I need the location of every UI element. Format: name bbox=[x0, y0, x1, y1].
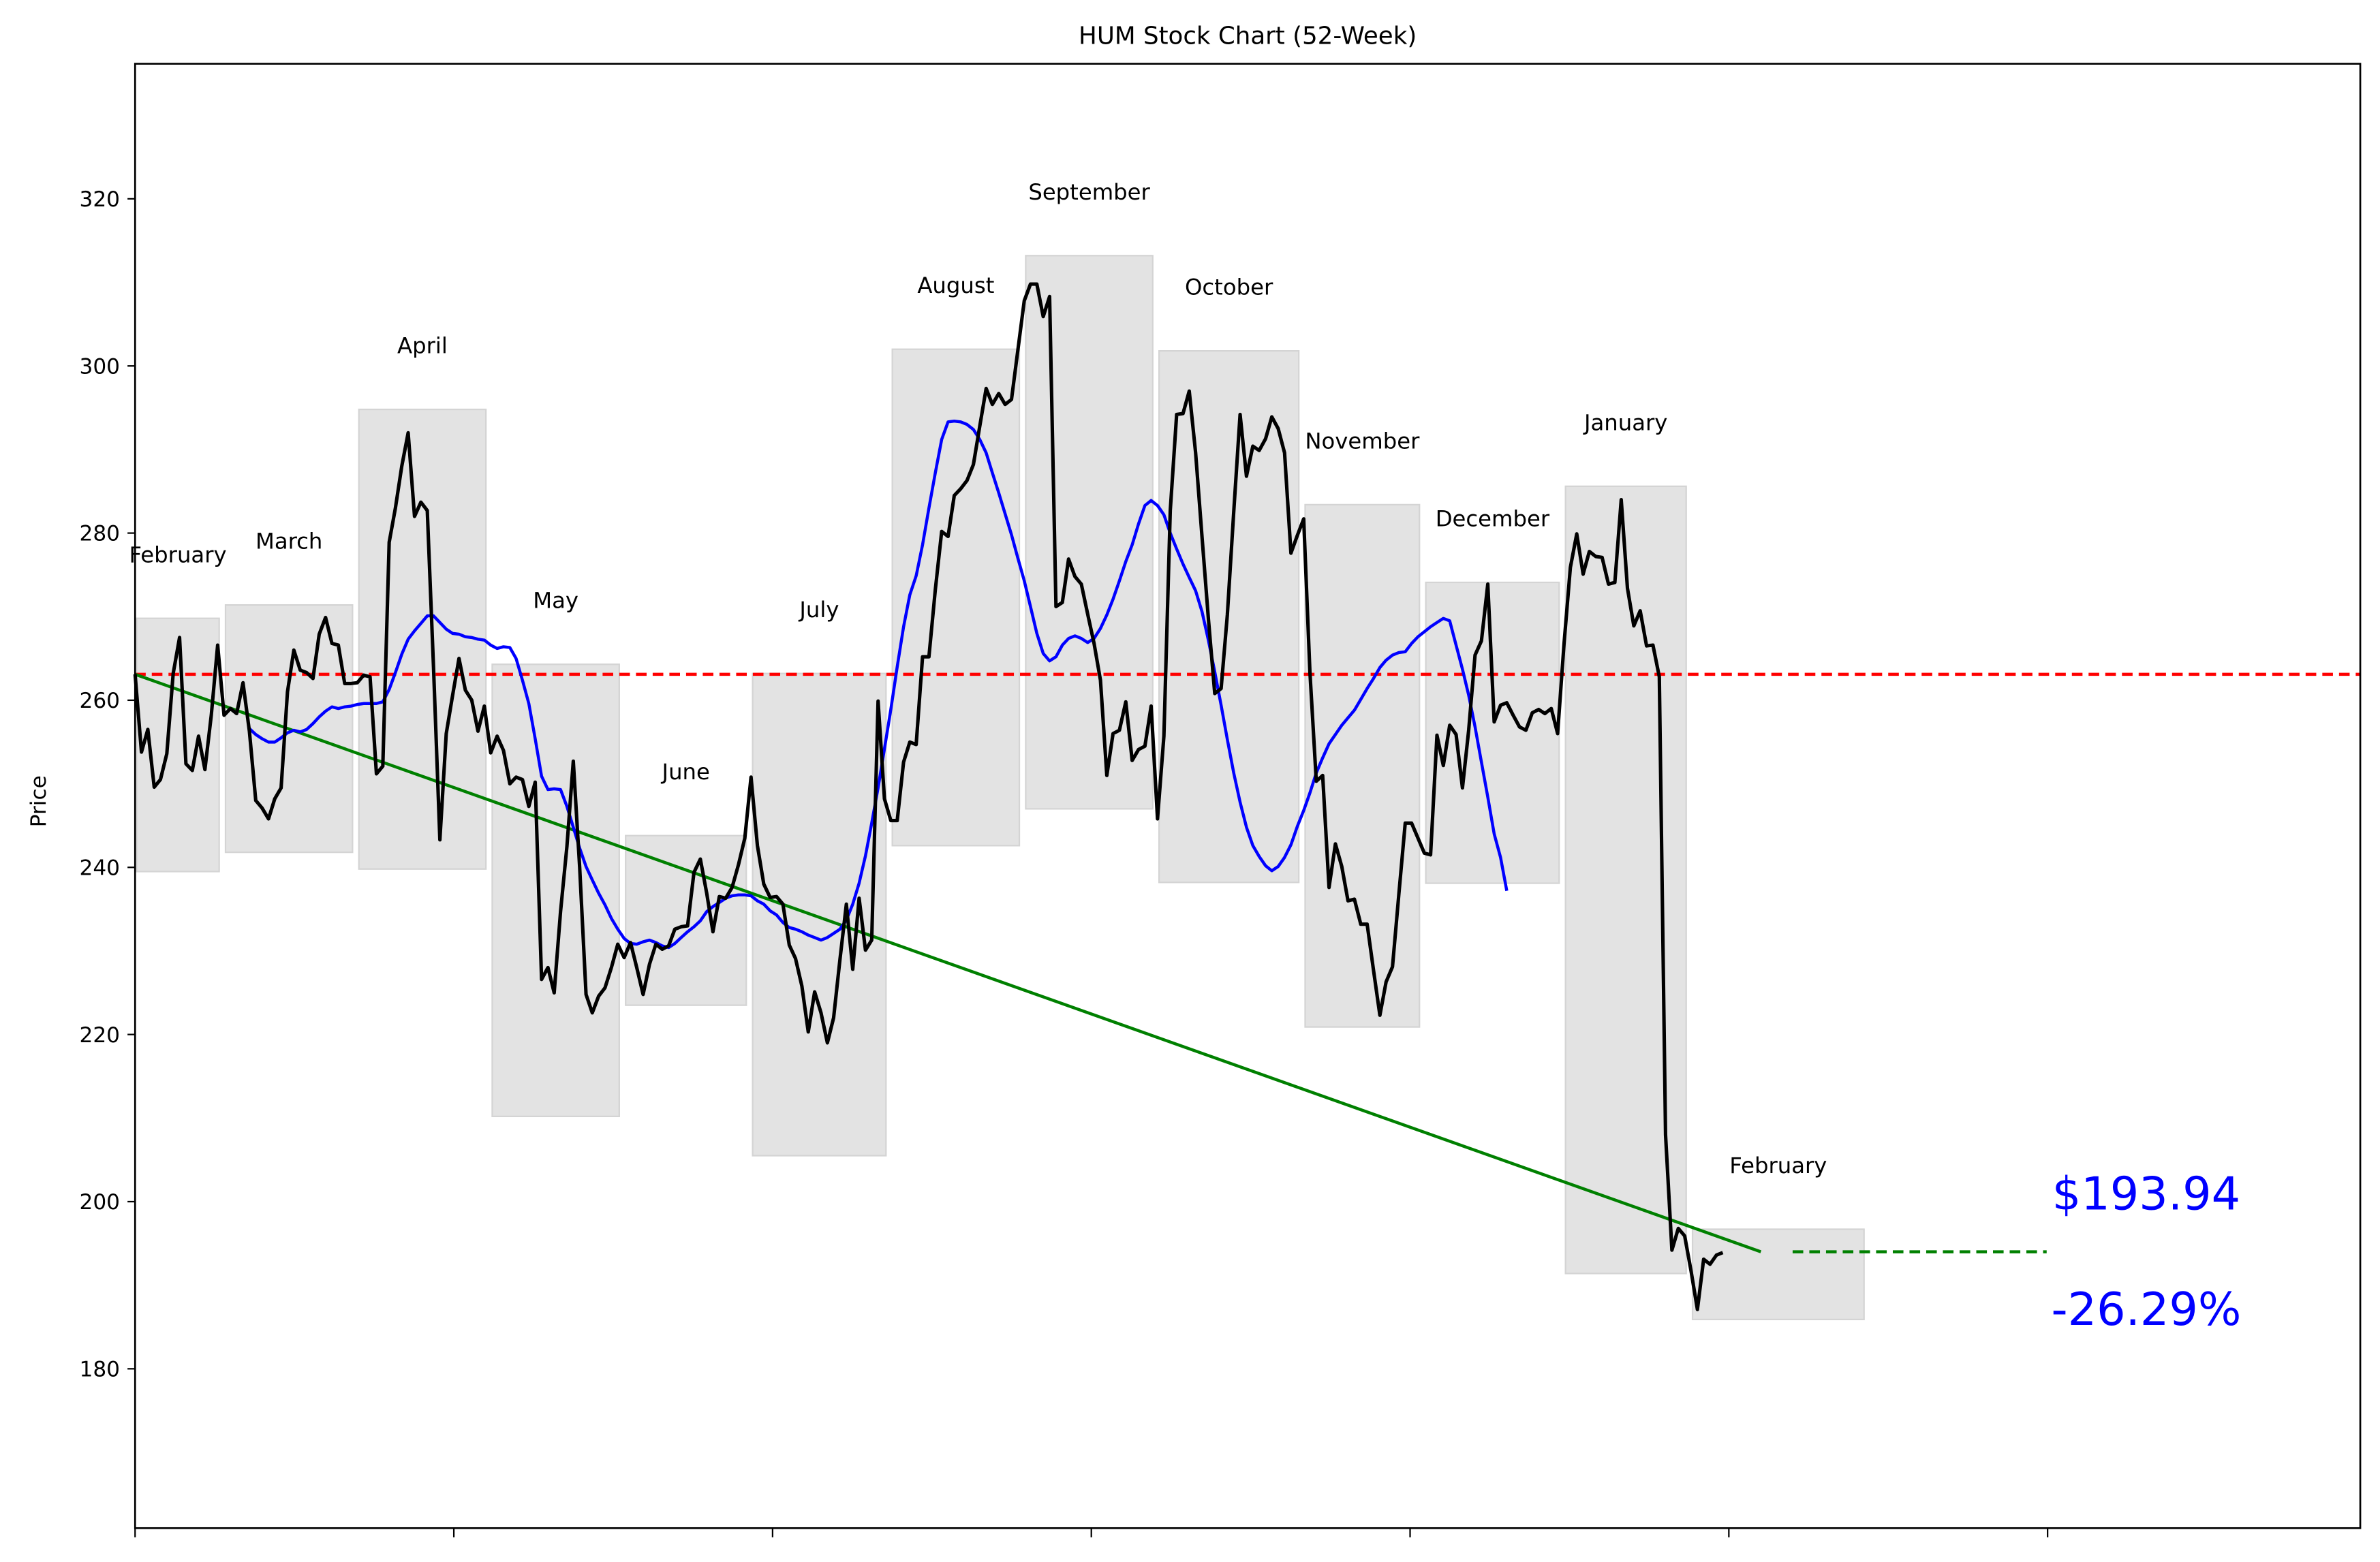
month-label: March bbox=[256, 529, 322, 554]
y-tick-label: 200 bbox=[79, 1190, 120, 1215]
month-label: January bbox=[1583, 409, 1667, 435]
y-tick-label: 220 bbox=[79, 1023, 120, 1048]
month-box bbox=[491, 663, 620, 1117]
y-tick-label: 280 bbox=[79, 522, 120, 546]
trend-line bbox=[134, 672, 1762, 1253]
month-box bbox=[1025, 255, 1154, 810]
month-label: November bbox=[1305, 428, 1420, 454]
change-percent-annotation: -26.29% bbox=[2051, 1283, 2241, 1336]
y-tick-label: 180 bbox=[79, 1357, 120, 1381]
y-tick-label: 320 bbox=[79, 187, 120, 212]
y-axis-label: Price bbox=[27, 775, 51, 827]
month-label: December bbox=[1436, 506, 1550, 532]
month-label: August bbox=[917, 272, 994, 298]
x-axis-ticks bbox=[134, 1528, 2049, 1537]
y-tick-label: 240 bbox=[79, 856, 120, 880]
month-box bbox=[358, 408, 487, 870]
month-label: September bbox=[1028, 179, 1150, 205]
month-box bbox=[1425, 581, 1560, 884]
current-price-annotation: $193.94 bbox=[2052, 1167, 2240, 1220]
month-box bbox=[1691, 1228, 1865, 1321]
y-tick-label: 300 bbox=[79, 354, 120, 379]
month-box bbox=[625, 834, 747, 1006]
month-label: February bbox=[129, 542, 227, 567]
month-label: February bbox=[1729, 1153, 1827, 1178]
plot-frame bbox=[134, 63, 2362, 1529]
month-labels: February March April May June July August Septe… bbox=[129, 179, 1827, 1178]
month-box bbox=[1304, 503, 1421, 1028]
month-label: June bbox=[661, 759, 710, 785]
moving-average-line bbox=[248, 419, 1509, 950]
month-label: May bbox=[533, 588, 578, 614]
y-tick-label: 260 bbox=[79, 689, 120, 713]
month-label: July bbox=[798, 597, 839, 623]
price-line bbox=[133, 282, 1724, 1311]
month-box bbox=[891, 348, 1021, 847]
chart-title: HUM Stock Chart (52-Week) bbox=[1079, 22, 1417, 50]
y-axis-ticks: 180 200 220 240 260 280 300 320 bbox=[79, 187, 136, 1381]
month-label: April bbox=[397, 333, 448, 359]
month-box bbox=[752, 672, 887, 1157]
month-label: October bbox=[1185, 275, 1273, 300]
